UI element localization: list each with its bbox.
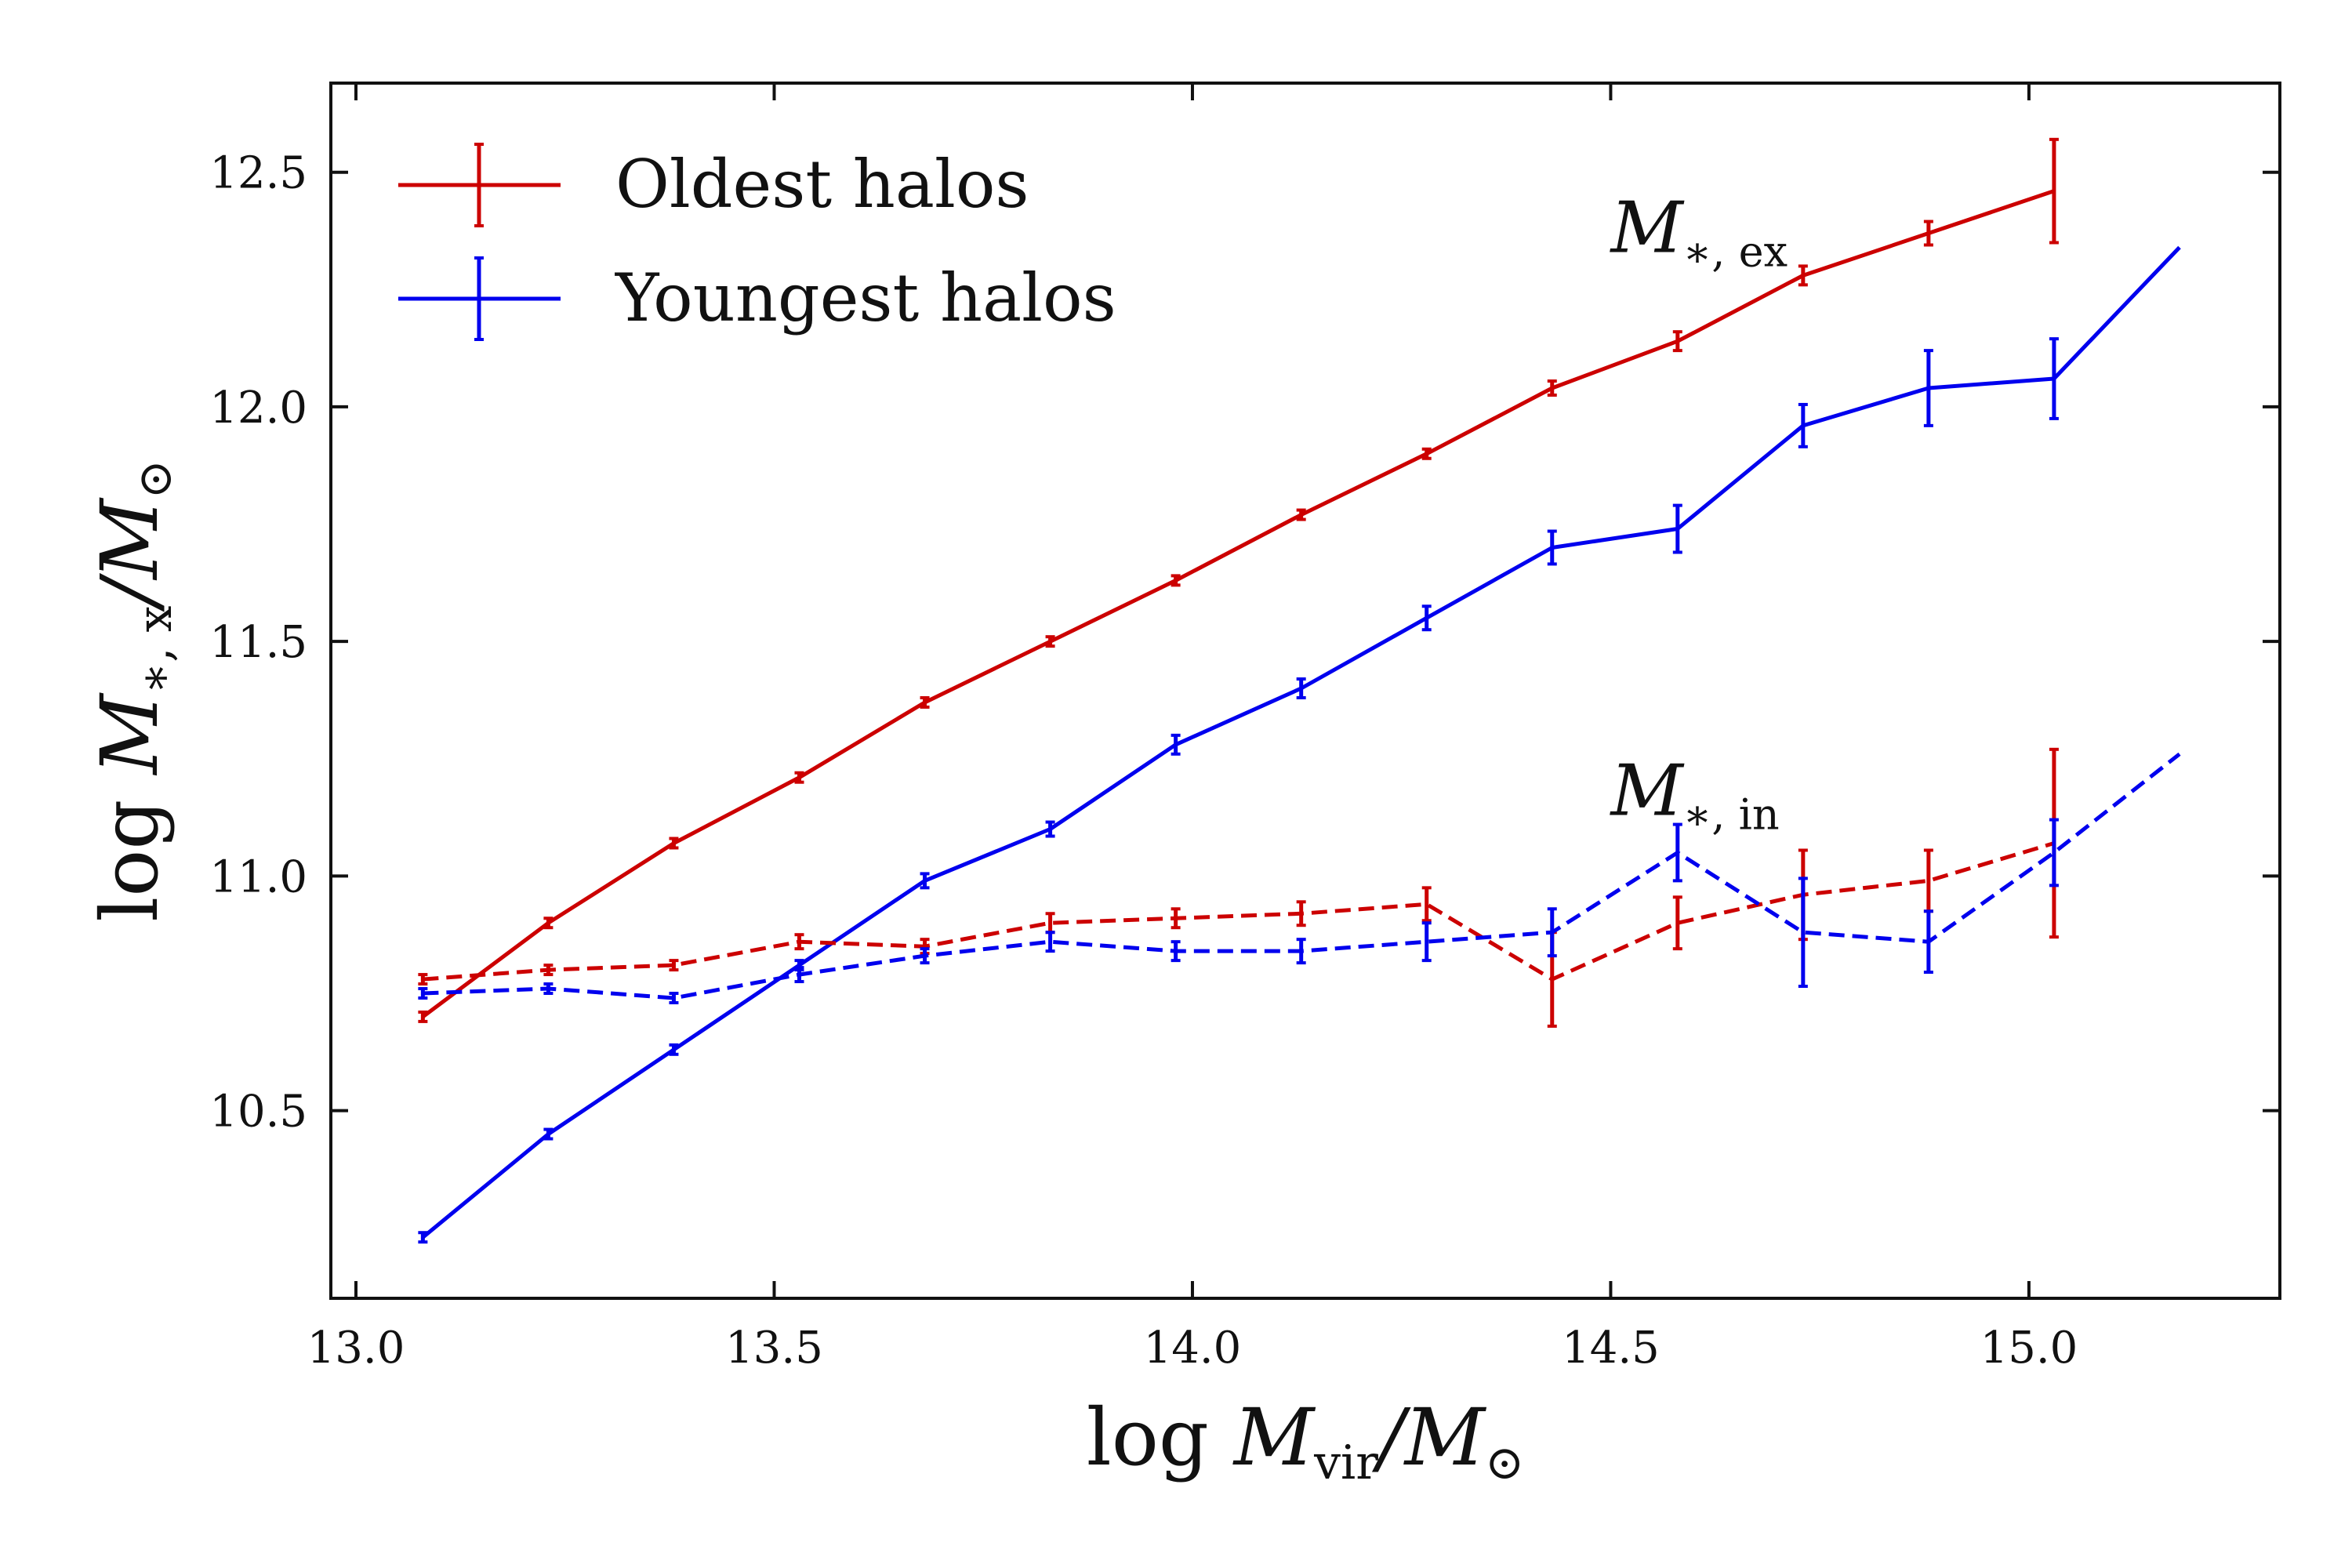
x-tick-label: 14.5	[1562, 1323, 1660, 1374]
series-1	[418, 137, 2059, 1023]
y-axis-title-suffix: /M	[84, 497, 176, 612]
x-axis-title-symbol: M	[1232, 1392, 1316, 1483]
legend-item: Youngest halos	[398, 256, 1116, 341]
series-layer	[418, 137, 2181, 1244]
y-axis-title: log M∗, x/M⊙	[84, 459, 183, 922]
legend-item: Oldest halos	[398, 143, 1029, 227]
x-tick-label: 13.5	[725, 1323, 823, 1374]
x-axis-title-prefix: log	[1087, 1392, 1234, 1483]
series-line	[421, 245, 2181, 1240]
y-axis-title-prefix: log	[84, 775, 176, 922]
plot-frame	[329, 82, 2281, 1300]
legend-label: Oldest halos	[615, 146, 1029, 223]
x-axis-title-suffix-sub: ⊙	[1485, 1436, 1524, 1490]
ticks-layer: 13.0 13.5 14.0 14.5 15.0 10.5 11.0 11.5 12.0 12.5	[209, 83, 2280, 1374]
annotation-symbol: M	[1609, 187, 1684, 269]
annotation-symbol: M	[1609, 750, 1684, 833]
series-line	[423, 841, 2055, 982]
y-tick-label: 10.5	[209, 1087, 307, 1138]
x-axis-title-suffix: /M	[1372, 1392, 1487, 1483]
y-axis-title-suffix-sub: ⊙	[128, 459, 183, 499]
legend: Oldest halos Youngest halos	[398, 143, 1116, 341]
legend-label: Youngest halos	[615, 260, 1116, 336]
series-2	[418, 245, 2181, 1244]
x-tick-label: 14.0	[1144, 1323, 1242, 1374]
x-tick-label: 15.0	[1980, 1323, 2078, 1374]
y-tick-label: 12.5	[209, 148, 307, 199]
annotation: M∗, ex	[1609, 187, 1788, 276]
x-axis-title: log Mvir/M⊙	[1087, 1392, 1525, 1490]
y-axis-title-sub: ∗, x	[128, 605, 183, 694]
series-3	[418, 747, 2059, 1028]
y-axis-title-symbol: M	[84, 692, 176, 776]
x-tick-label: 13.0	[307, 1323, 405, 1374]
y-tick-label: 11.5	[209, 617, 307, 668]
series-4	[418, 752, 2181, 1004]
series-line	[421, 189, 2055, 1018]
annotation: M∗, in	[1609, 750, 1779, 840]
annotations-layer: M∗, exM∗, in	[1609, 187, 1788, 839]
y-tick-label: 12.0	[209, 383, 307, 434]
y-tick-label: 11.0	[209, 851, 307, 902]
x-axis-title-sub: vir	[1313, 1436, 1378, 1490]
annotation-sub: ∗, in	[1683, 790, 1780, 840]
annotation-sub: ∗, ex	[1683, 227, 1788, 276]
